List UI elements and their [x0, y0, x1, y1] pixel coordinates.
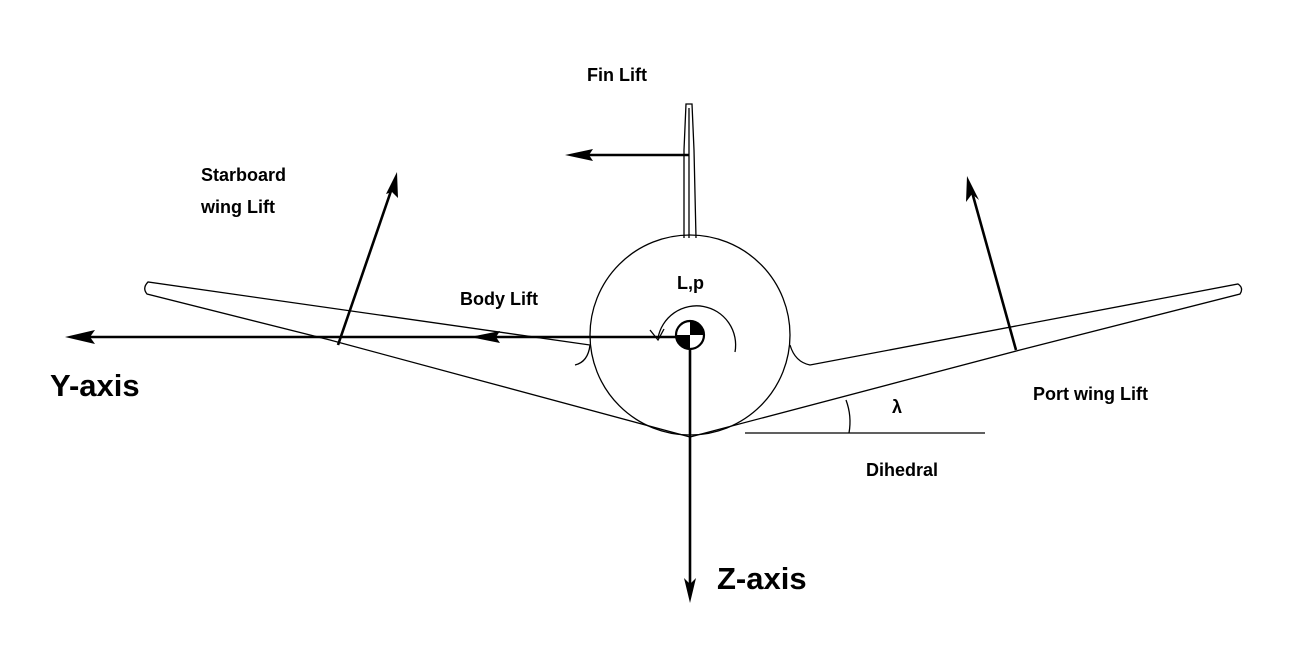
port-lift-label: Port wing Lift [1033, 384, 1148, 404]
port-lift-arrowhead [966, 176, 979, 202]
fin-lift-arrowhead [565, 149, 593, 161]
dihedral-label: Dihedral [866, 460, 938, 480]
dihedral-symbol: λ [892, 397, 902, 417]
starboard-wing [144, 281, 691, 438]
cg-quadrant-bl [676, 335, 690, 349]
y-axis-label: Y-axis [50, 368, 140, 403]
starboard-lift-line [336, 187, 394, 346]
cg-quadrant-tr [690, 321, 704, 335]
starboard-lift-label-line1: Starboard [201, 165, 286, 185]
z-axis-arrowhead [684, 578, 696, 603]
roll-moment-label: L,p [677, 273, 704, 293]
body-lift-label: Body Lift [460, 289, 538, 309]
starboard-lift-label-line2: wing Lift [200, 197, 275, 217]
starboard-lift-arrowhead [386, 172, 398, 198]
roll-moment-arc [657, 305, 737, 353]
z-axis-label: Z-axis [717, 561, 807, 596]
port-lift-line [970, 191, 1018, 351]
body-lift-arrowhead [470, 331, 500, 343]
port-wing [689, 283, 1243, 438]
y-axis-arrowhead [65, 330, 95, 344]
fin-lift-label: Fin Lift [587, 65, 647, 85]
dihedral-angle-arc [845, 399, 851, 434]
roll-moment-arrow [649, 328, 665, 342]
vertical-fin [683, 103, 697, 239]
